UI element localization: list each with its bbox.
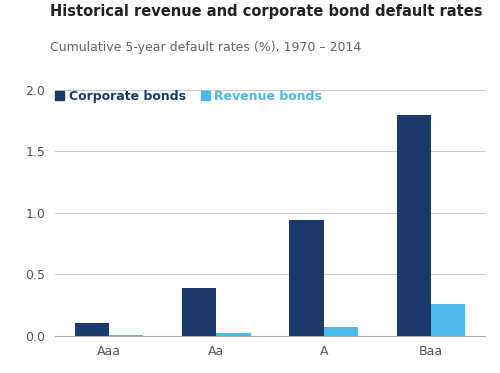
Bar bbox=[431, 304, 466, 336]
Bar bbox=[74, 323, 109, 336]
Bar bbox=[182, 288, 216, 336]
Bar bbox=[290, 220, 324, 336]
Bar bbox=[396, 115, 431, 336]
Bar bbox=[324, 327, 358, 336]
Text: Historical revenue and corporate bond default rates: Historical revenue and corporate bond de… bbox=[50, 4, 482, 19]
Text: Cumulative 5-year default rates (%), 1970 – 2014: Cumulative 5-year default rates (%), 197… bbox=[50, 41, 361, 54]
Bar bbox=[216, 333, 250, 336]
Legend: Corporate bonds, Revenue bonds: Corporate bonds, Revenue bonds bbox=[55, 90, 322, 103]
